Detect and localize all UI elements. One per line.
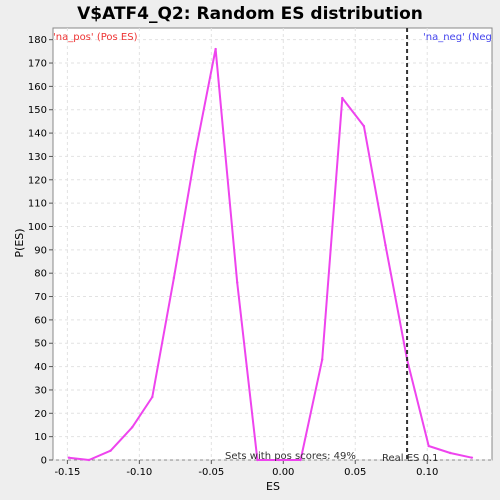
- y-tick-label: 180: [28, 35, 47, 46]
- chart-title: V$ATF4_Q2: Random ES distribution: [77, 4, 423, 24]
- y-tick-label: 50: [34, 339, 47, 350]
- data-point: [299, 458, 302, 462]
- x-tick-label: 0.05: [344, 467, 366, 478]
- neg-label: 'na_neg' (Neg: [423, 32, 492, 43]
- y-tick-label: 110: [28, 199, 47, 210]
- data-point: [449, 451, 452, 455]
- x-axis: -0.15 -0.10 -0.05 0.00 0.05 0.10: [54, 460, 438, 478]
- y-tick-label: 80: [34, 269, 47, 280]
- y-tick-label: 100: [28, 222, 47, 233]
- data-point: [87, 458, 91, 462]
- data-point: [277, 458, 281, 462]
- y-tick-label: 90: [34, 245, 47, 256]
- data-point: [384, 243, 387, 247]
- data-point: [320, 358, 324, 361]
- real-es-label: Real ES 0.1: [382, 453, 438, 464]
- y-tick-label: 20: [34, 409, 47, 420]
- plot-area: [52, 27, 493, 461]
- data-point: [172, 276, 176, 280]
- y-tick-label: 0: [41, 456, 47, 467]
- data-point: [130, 426, 134, 429]
- x-tick-label: -0.10: [126, 467, 152, 478]
- y-tick-label: 120: [28, 175, 47, 186]
- y-tick-label: 130: [28, 152, 47, 163]
- y-tick-label: 140: [28, 129, 47, 140]
- y-tick-label: 150: [28, 105, 47, 116]
- data-point: [362, 124, 366, 128]
- y-tick-label: 70: [34, 292, 47, 303]
- x-tick-label: -0.05: [198, 467, 224, 478]
- data-point: [236, 281, 239, 284]
- data-point: [256, 458, 259, 462]
- y-tick-label: 40: [34, 362, 47, 373]
- sets-with-pos-scores: Sets with pos scores: 49%: [225, 451, 356, 462]
- data-point: [67, 456, 71, 459]
- data-point: [427, 444, 430, 448]
- y-tick-label: 60: [34, 315, 47, 326]
- x-tick-label: 0.10: [416, 467, 438, 478]
- y-axis: 0 10 20 30 40 50 60 70 80 90 100 110 120 130 140 150 160…: [28, 35, 53, 467]
- data-point: [214, 47, 217, 51]
- x-axis-label: ES: [266, 480, 280, 493]
- data-point: [151, 395, 154, 399]
- y-tick-label: 10: [34, 432, 47, 443]
- distribution-line: [68, 48, 473, 461]
- data-point: [194, 150, 197, 153]
- data-point: [470, 456, 474, 459]
- data-point: [341, 96, 344, 100]
- y-tick-label: 170: [28, 59, 47, 70]
- y-axis-label: P(ES): [13, 228, 26, 257]
- grid-lines: [53, 28, 492, 461]
- x-tick-label: 0.00: [272, 467, 294, 478]
- y-tick-label: 160: [28, 82, 47, 93]
- x-tick-label: -0.15: [54, 467, 80, 478]
- y-tick-label: 30: [34, 385, 47, 396]
- pos-label: 'na_pos' (Pos ES): [53, 32, 138, 43]
- data-point: [109, 449, 112, 452]
